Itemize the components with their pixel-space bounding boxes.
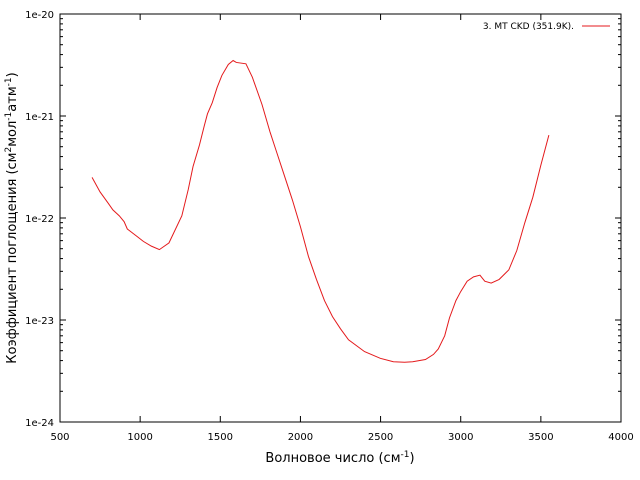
legend-label: 3. MT CKD (351.9K). [483,22,574,32]
x-tick-label: 1500 [208,432,233,443]
x-tick-label: 3500 [528,432,553,443]
x-tick-label: 500 [50,432,69,443]
series-line [91,59,550,363]
x-tick-label: 1000 [127,432,152,443]
y-tick-label: 1e-22 [25,214,54,225]
x-axis-ticks: 500 1000 1500 2000 2500 3000 3500 4000 [50,14,634,443]
plot-frame [59,13,622,423]
x-tick-label: 2500 [368,432,393,443]
y-axis-label: Коэффициент поглощения (см2мол-1атм-1) [4,72,20,363]
y-axis-ticks: 1e-24 1e-23 1e-22 1e-21 1e-20 [25,10,621,429]
x-tick-label: 4000 [608,432,633,443]
y-tick-label: 1e-20 [25,10,54,21]
y-tick-label: 1e-24 [25,418,54,429]
x-tick-label: 3000 [448,432,473,443]
x-tick-label: 2000 [288,432,313,443]
legend: 3. MT CKD (351.9K). [483,22,610,32]
x-axis-label: Волновое число (см-1) [265,450,414,466]
y-tick-label: 1e-23 [25,316,54,327]
y-tick-label: 1e-21 [25,112,54,123]
